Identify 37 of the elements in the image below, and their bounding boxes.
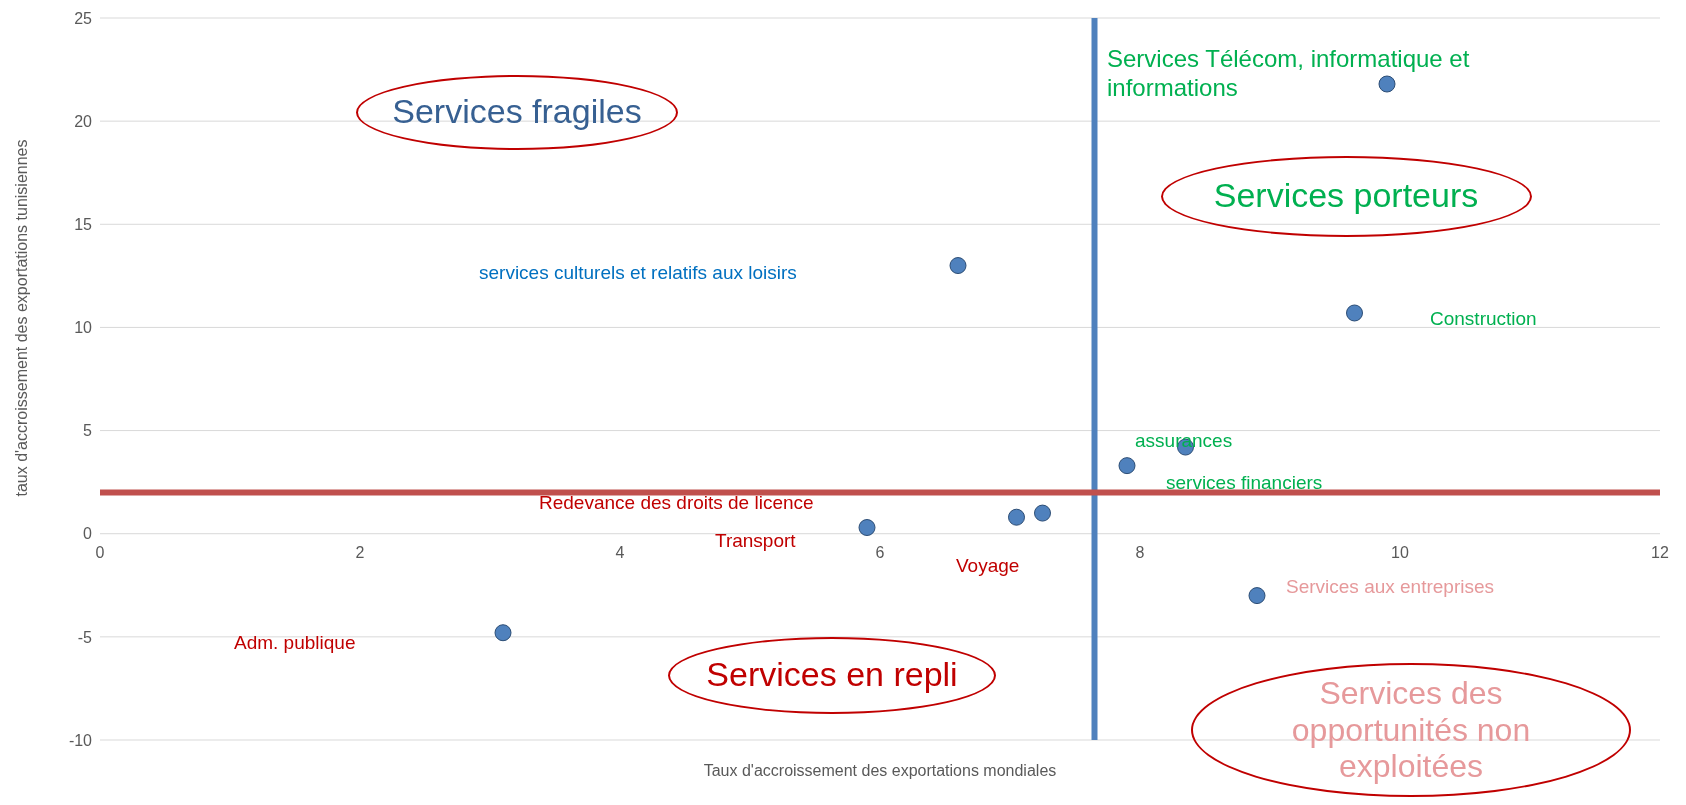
x-axis-title: Taux d'accroissement des exportations mondiales: [703, 762, 1057, 779]
y-axis-title: taux d'accroissement des exportations tunisiennes: [13, 138, 31, 499]
annotation: Redevance des droits de licence: [539, 492, 814, 515]
point: [1378, 75, 1396, 93]
annotation: Adm. publique: [234, 632, 356, 655]
annotation: Services aux entreprises: [1286, 576, 1495, 599]
point: [1248, 587, 1266, 605]
annotation: assurances: [1135, 430, 1233, 453]
y-tick-label: 10: [74, 319, 93, 337]
x-tick-label: 8: [1135, 543, 1145, 561]
x-tick-label: 10: [1391, 543, 1409, 561]
y-tick-label: 20: [74, 112, 93, 130]
x-tick-label: 12: [1651, 543, 1669, 561]
y-tick-label: -5: [77, 628, 93, 646]
x-tick-label: 4: [615, 543, 625, 561]
annotation: Transport: [715, 530, 796, 553]
point: [1034, 504, 1051, 522]
y-tick-label: 15: [74, 215, 93, 233]
x-tick-label: 6: [875, 543, 885, 561]
annotation: Services Télécom, informatique et informations: [1107, 45, 1471, 103]
x-tick-label: 2: [355, 543, 365, 561]
point: [949, 257, 967, 275]
point: [1346, 304, 1363, 322]
annotation: Construction: [1430, 308, 1537, 331]
annotation: Services des opportunités non exploitées: [1290, 673, 1532, 787]
x-tick-label: 0: [95, 543, 105, 561]
y-tick-label: -10: [68, 731, 93, 749]
point: [494, 624, 512, 642]
point: [1118, 457, 1136, 475]
annotation: services culturels et relatifs aux loisirs: [479, 262, 797, 285]
y-tick-label: 0: [83, 525, 93, 543]
annotation: services financiers: [1166, 472, 1323, 495]
point: [1008, 508, 1025, 526]
y-tick-label: 5: [83, 422, 93, 440]
point: [858, 519, 876, 537]
y-tick-label: 25: [74, 9, 93, 27]
annotation: Voyage: [956, 555, 1020, 578]
